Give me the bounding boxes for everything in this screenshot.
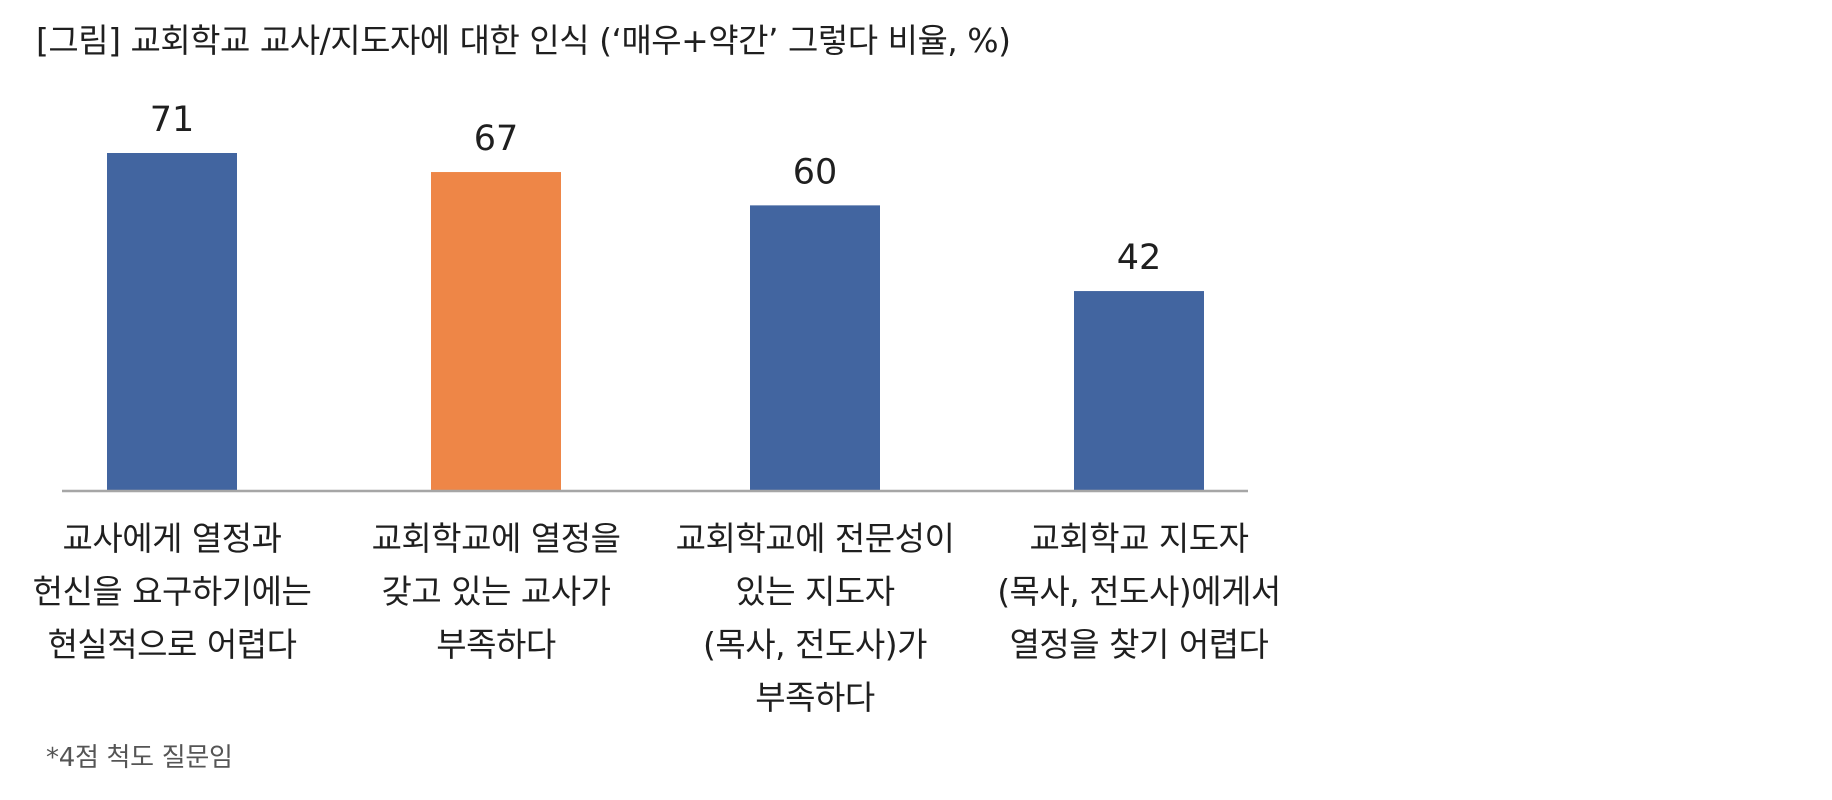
chart-title: [그림] 교회학교 교사/지도자에 대한 인식 (‘매우+약간’ 그렇다 비율,… — [36, 21, 1011, 60]
category-label-2: 교회학교에 열정을 갖고 있는 교사가 부족하다 — [371, 519, 621, 664]
data-label-2: 67 — [474, 119, 519, 159]
category-label-3: 교회학교에 전문성이 있는 지도자 (목사, 전도사)가 부족하다 — [675, 519, 955, 717]
category-label-1: 교사에게 열정과 헌신을 요구하기에는 현실적으로 어렵다 — [32, 519, 312, 664]
footnote: *4점 척도 질문임 — [46, 743, 233, 773]
bar-4 — [1074, 291, 1204, 491]
value-labels-group: 71 67 60 42 — [150, 100, 1162, 278]
bar-2 — [431, 172, 561, 492]
bar-1 — [107, 153, 237, 491]
category-label-4: 교회학교 지도자 (목사, 전도사)에게서 열정을 찾기 어렵다 — [997, 519, 1281, 664]
bar-3 — [750, 205, 880, 491]
data-label-4: 42 — [1117, 238, 1162, 278]
data-label-1: 71 — [150, 100, 195, 140]
data-label-3: 60 — [793, 152, 838, 192]
bars-group — [107, 153, 1204, 492]
